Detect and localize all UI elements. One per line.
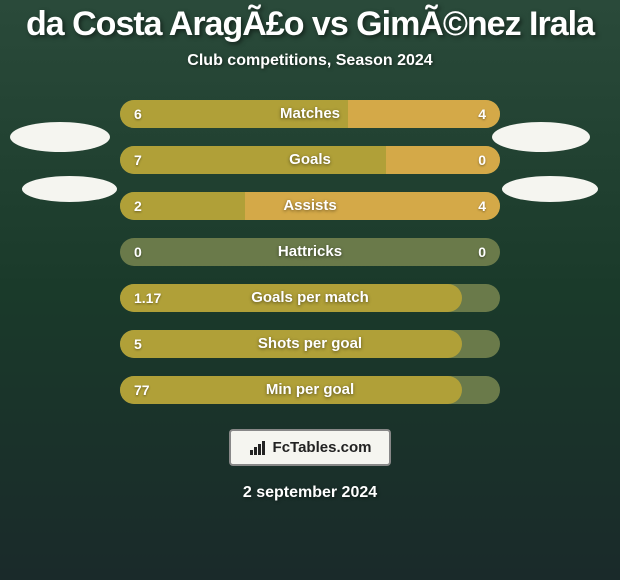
chart-icon bbox=[249, 441, 267, 455]
stat-label: Assists bbox=[120, 192, 500, 220]
stat-label: Min per goal bbox=[120, 376, 500, 404]
stat-value-left: 77 bbox=[134, 376, 150, 404]
stat-value-right: 4 bbox=[478, 100, 486, 128]
stat-bar: Goals7 0 bbox=[120, 146, 500, 174]
stat-value-right: 0 bbox=[478, 146, 486, 174]
fctables-badge[interactable]: FcTables.com bbox=[229, 429, 392, 466]
stat-value-left: 0 bbox=[134, 238, 142, 266]
player-photo-placeholder bbox=[502, 176, 598, 202]
date-label: 2 september 2024 bbox=[243, 484, 377, 502]
stat-label: Hattricks bbox=[120, 238, 500, 266]
player-photo-placeholder bbox=[22, 176, 117, 202]
stat-value-right: 0 bbox=[478, 238, 486, 266]
stat-bar: Goals per match1.17 bbox=[120, 284, 500, 312]
stat-label: Goals per match bbox=[120, 284, 500, 312]
stat-label: Shots per goal bbox=[120, 330, 500, 358]
stat-bar: Min per goal77 bbox=[120, 376, 500, 404]
stat-value-left: 1.17 bbox=[134, 284, 161, 312]
stat-bar: Matches6 4 bbox=[120, 100, 500, 128]
subtitle: Club competitions, Season 2024 bbox=[187, 52, 432, 70]
stat-label: Goals bbox=[120, 146, 500, 174]
stat-value-left: 7 bbox=[134, 146, 142, 174]
stat-value-right: 4 bbox=[478, 192, 486, 220]
stat-label: Matches bbox=[120, 100, 500, 128]
stat-value-left: 5 bbox=[134, 330, 142, 358]
player-photo-placeholder bbox=[10, 122, 110, 152]
player-photo-placeholder bbox=[492, 122, 590, 152]
page-title: da Costa AragÃ£o vs GimÃ©nez Irala bbox=[26, 5, 594, 44]
badge-text: FcTables.com bbox=[273, 439, 372, 456]
stat-value-left: 2 bbox=[134, 192, 142, 220]
stat-bar: Shots per goal5 bbox=[120, 330, 500, 358]
stat-bar: Assists2 4 bbox=[120, 192, 500, 220]
stat-bars: Matches64Goals70Assists24Hattricks00Goal… bbox=[120, 100, 500, 404]
stat-value-left: 6 bbox=[134, 100, 142, 128]
stat-bar: Hattricks0 0 bbox=[120, 238, 500, 266]
